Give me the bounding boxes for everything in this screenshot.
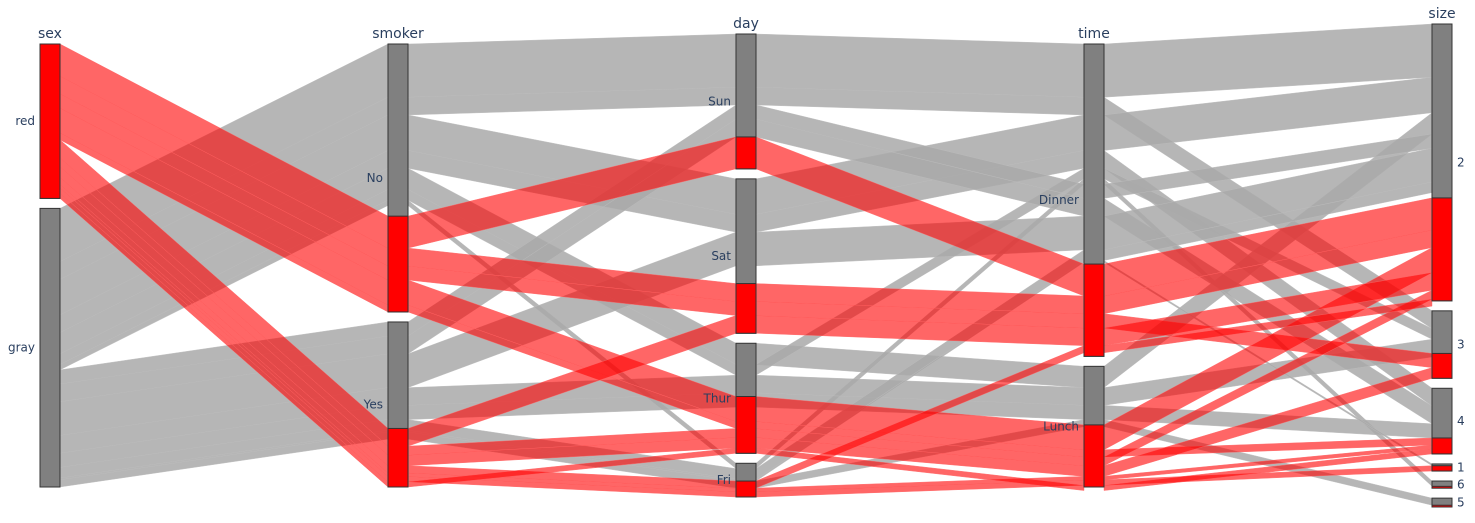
category-label-sex-red: red — [15, 114, 35, 128]
dimension-title-sex: sex — [38, 26, 62, 42]
category-label-size-4: 4 — [1457, 414, 1465, 428]
dimension-title-smoker: smoker — [372, 26, 424, 42]
category-bar-highlight-day-Fri — [735, 480, 757, 498]
category-label-smoker-Yes: Yes — [363, 397, 383, 411]
category-bar-highlight-smoker-No — [387, 215, 409, 313]
labels-layer: sex red gray smoker No Yes day Sun Sat Thur Fri tim… — [8, 6, 1465, 510]
category-label-size-6: 6 — [1457, 478, 1465, 492]
category-bar-highlight-size-6 — [1431, 485, 1453, 489]
category-bar-highlight-day-Thur — [735, 395, 757, 454]
category-label-size-3: 3 — [1457, 338, 1465, 352]
category-bar-highlight-time-Dinner — [1083, 263, 1105, 357]
category-label-sex-gray: gray — [8, 341, 35, 355]
category-label-size-5: 5 — [1457, 496, 1465, 510]
category-bar-highlight-day-Sun — [735, 136, 757, 170]
category-label-size-2: 2 — [1457, 155, 1465, 169]
ribbon-gray-No-Sun[interactable] — [407, 33, 737, 98]
category-label-time-Lunch: Lunch — [1043, 420, 1079, 434]
ribbons-layer — [59, 23, 1433, 506]
category-bar-highlight-size-4 — [1431, 437, 1453, 455]
category-label-time-Dinner: Dinner — [1039, 193, 1079, 207]
category-bar-highlight-time-Lunch — [1083, 424, 1105, 488]
category-label-smoker-No: No — [367, 171, 383, 185]
category-bar-highlight-smoker-Yes — [387, 427, 409, 488]
category-bar-highlight-size-1 — [1431, 465, 1453, 472]
category-label-day-Thur: Thur — [703, 391, 732, 405]
category-bar-highlight-size-3 — [1431, 352, 1453, 379]
category-label-day-Sun: Sun — [708, 94, 731, 108]
dimension-title-time: time — [1078, 26, 1110, 42]
category-bars-layer — [39, 23, 1453, 508]
category-label-day-Sat: Sat — [711, 249, 731, 263]
category-bar-sex-gray[interactable] — [39, 207, 61, 488]
category-label-day-Fri: Fri — [717, 473, 731, 487]
category-label-size-1: 1 — [1457, 460, 1465, 474]
category-bar-highlight-day-Sat — [735, 283, 757, 334]
category-bar-highlight-size-5 — [1431, 504, 1453, 508]
dimension-title-day: day — [733, 16, 759, 32]
category-bar-highlight-sex-red — [39, 43, 61, 199]
category-bar-highlight-size-2 — [1431, 197, 1453, 302]
ribbon-gray-Sun-Dinner[interactable] — [755, 33, 1085, 98]
dimension-title-size: size — [1428, 6, 1455, 22]
